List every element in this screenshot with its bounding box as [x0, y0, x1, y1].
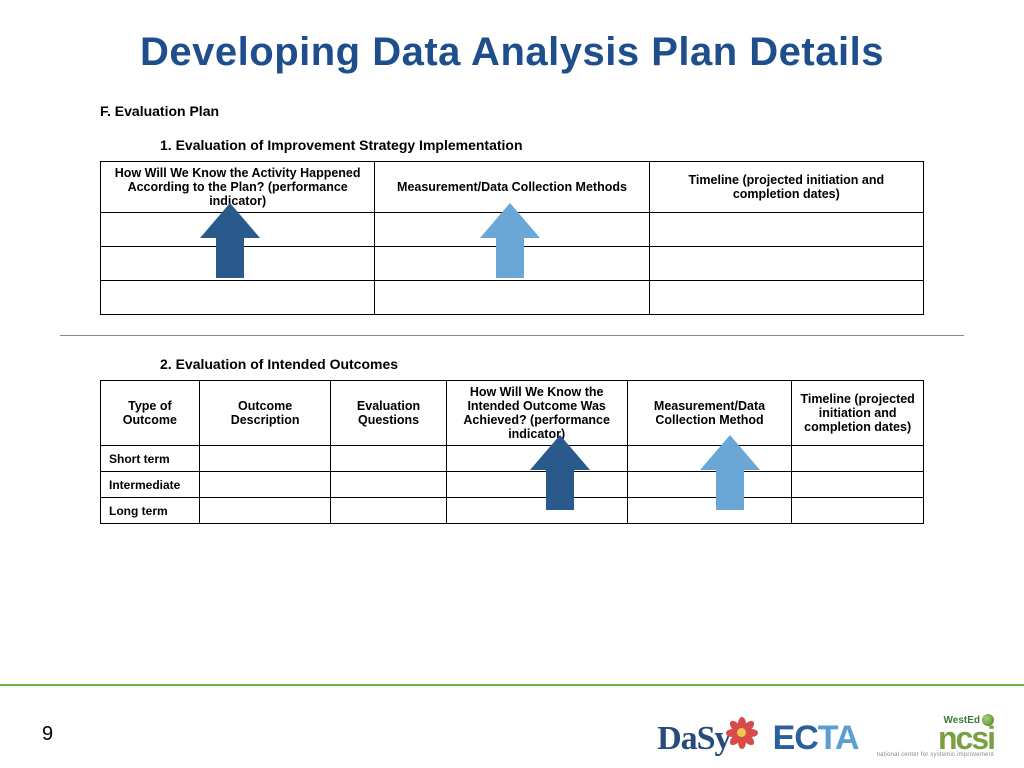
t1-header-3: Timeline (projected initiation and compl…	[649, 162, 923, 213]
subsection-2-heading: 2. Evaluation of Intended Outcomes	[160, 356, 974, 372]
t2-header-4: How Will We Know the Intended Outcome Wa…	[446, 381, 627, 446]
t2-header-1: Type of Outcome	[101, 381, 200, 446]
row-label: Long term	[101, 498, 200, 524]
logo-bar: DaSy ECTA WestEd ncsi	[657, 714, 994, 758]
divider	[60, 335, 964, 336]
row-label: Short term	[101, 446, 200, 472]
flower-icon	[729, 717, 755, 743]
evaluation-outcomes-table: Type of Outcome Outcome Description Eval…	[100, 380, 924, 524]
table-row: Long term	[101, 498, 924, 524]
ecta-logo-text: ECTA	[773, 719, 859, 758]
slide: Developing Data Analysis Plan Details F.…	[0, 0, 1024, 768]
t2-header-3: Evaluation Questions	[331, 381, 446, 446]
t2-header-6: Timeline (projected initiation and compl…	[792, 381, 924, 446]
ncsi-logo: WestEd ncsi national center for systemic…	[877, 714, 994, 758]
dasy-logo: DaSy	[657, 720, 754, 758]
table-1-wrap: How Will We Know the Activity Happened A…	[100, 161, 924, 315]
table-row: Intermediate	[101, 472, 924, 498]
page-number: 9	[42, 723, 53, 746]
ncsi-logo-text: ncsi	[938, 726, 994, 752]
section-heading: F. Evaluation Plan	[100, 103, 974, 119]
t1-header-1: How Will We Know the Activity Happened A…	[101, 162, 375, 213]
ecta-logo: ECTA	[773, 719, 859, 758]
subsection-1-heading: 1. Evaluation of Improvement Strategy Im…	[160, 137, 974, 153]
table-row	[101, 247, 924, 281]
t2-header-2: Outcome Description	[199, 381, 331, 446]
table-row: Short term	[101, 446, 924, 472]
ncsi-subtitle: national center for systemic improvement	[877, 752, 994, 758]
table-2-wrap: Type of Outcome Outcome Description Eval…	[100, 380, 924, 524]
t1-header-2: Measurement/Data Collection Methods	[375, 162, 649, 213]
evaluation-strategy-table: How Will We Know the Activity Happened A…	[100, 161, 924, 315]
table-row	[101, 213, 924, 247]
dasy-logo-text: DaSy	[657, 720, 730, 758]
t2-header-5: Measurement/Data Collection Method	[627, 381, 792, 446]
row-label: Intermediate	[101, 472, 200, 498]
table-row	[101, 281, 924, 315]
footer: 9 DaSy ECTA West	[0, 684, 1024, 768]
slide-title: Developing Data Analysis Plan Details	[50, 30, 974, 75]
